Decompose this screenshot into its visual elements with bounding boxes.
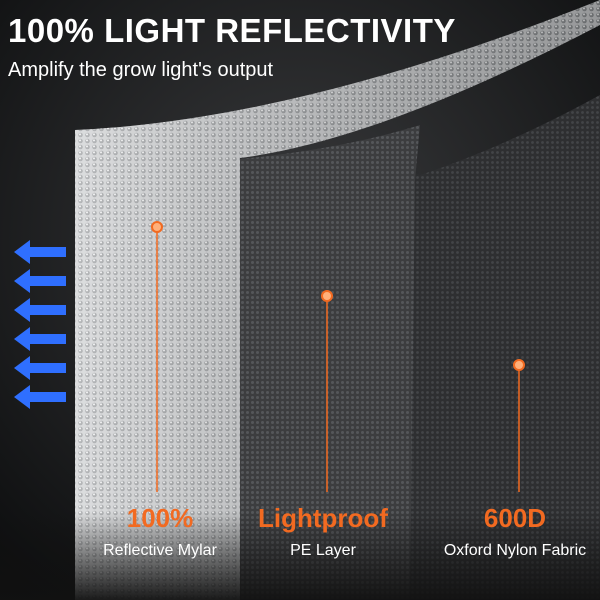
arrow [14,356,66,380]
arrow [14,327,66,351]
callouts [156,227,520,492]
title: 100% LIGHT REFLECTIVITY [8,12,456,49]
layer-label: Reflective Mylar [103,542,217,559]
layer-highlight: Lightproof [258,503,388,533]
bottom-fade [0,380,600,600]
callout-dots [151,221,525,371]
callout-dot [321,290,333,302]
layer-label: PE Layer [290,542,356,559]
light-arrows [14,240,66,409]
layer-highlight: 600D [484,503,546,533]
callout-dot [513,359,525,371]
arrow [14,269,66,293]
layer-highlight: 100% [127,503,194,533]
callout-dot [151,221,163,233]
layer-label: Oxford Nylon Fabric [444,542,586,559]
arrow [14,240,66,264]
arrow [14,298,66,322]
arrow [14,385,66,409]
subtitle: Amplify the grow light's output [8,59,274,81]
